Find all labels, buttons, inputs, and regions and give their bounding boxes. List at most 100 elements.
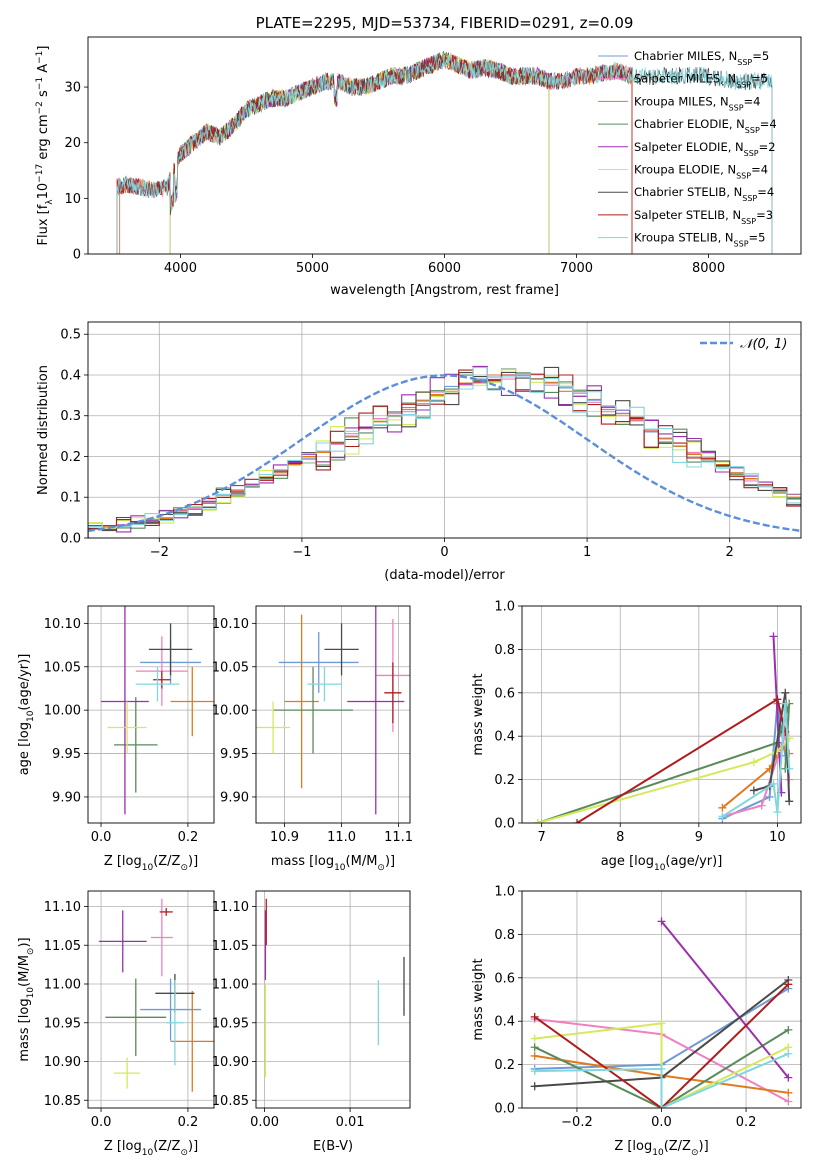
legend-entry: Kroupa STELIB, NSSP=5 [634, 231, 765, 249]
y-tick-label: 9.95 [52, 747, 81, 762]
spectrum-legend: Chabrier MILES, NSSP=5 Salpeter MILES, NS… [598, 49, 777, 248]
y-tick-label: 10.10 [212, 617, 249, 632]
y-tick-label: 0.2 [494, 1058, 515, 1073]
x-tick-label: 1 [583, 545, 591, 560]
axes-age_vs_Z: 0.0 0.2 9.90 9.95 10.00 10.05 10.10 [44, 606, 214, 845]
x-axis-label: wavelength [Angstrom, rest frame] [330, 283, 559, 298]
histogram-step [88, 367, 801, 538]
y-tick-label: 11.10 [44, 900, 81, 915]
y-tick-label: 0.4 [494, 730, 515, 745]
x-axis-label: Z [log10(Z/Z⊙)] [104, 854, 198, 873]
y-tick-label: 0.4 [60, 368, 81, 383]
y-tick-label: 9.90 [220, 790, 249, 805]
weight-marker [765, 792, 774, 801]
y-tick-label: 0.2 [60, 450, 81, 465]
weight-series-line [721, 745, 790, 809]
y-tick-label: 11.05 [212, 939, 249, 954]
weight-marker [785, 764, 794, 773]
x-tick-label: 6000 [428, 261, 461, 276]
x-tick-label: 10 [769, 830, 786, 845]
x-tick-label: 5000 [296, 261, 329, 276]
weight-marker [573, 819, 582, 823]
axes-frame-weight_vs_age [521, 605, 802, 824]
y-tick-label: 10.00 [44, 704, 81, 719]
weight-marker [533, 819, 542, 823]
y-tick-label: 0.0 [494, 1102, 515, 1117]
residual-frame [87, 321, 802, 539]
weight-marker [785, 797, 794, 806]
x-tick-label: 0.0 [91, 830, 112, 845]
chart-title: PLATE=2295, MJD=53734, FIBERID=0291, z=0… [256, 14, 634, 32]
y-tick-label: 10.00 [212, 704, 249, 719]
weight-marker [749, 758, 758, 767]
y-tick-label: 0.0 [494, 817, 515, 832]
weight-series-line [534, 1029, 789, 1108]
y-tick-label: 0 [73, 248, 81, 263]
weight-marker [530, 1012, 539, 1021]
y-tick-label: 9.90 [52, 790, 81, 805]
x-tick-label: 0.2 [178, 1115, 199, 1130]
legend-entry: Chabrier MILES, NSSP=5 [634, 49, 769, 67]
y-tick-label: 0.4 [494, 1015, 515, 1030]
y-tick-label: 10.85 [212, 1094, 249, 1109]
x-tick-label: 8 [616, 830, 624, 845]
weight-marker [657, 917, 666, 926]
y-tick-label: 11.05 [44, 939, 81, 954]
x-tick-label: 2 [726, 545, 734, 560]
weight-lines [530, 917, 793, 1108]
weight-marker [530, 1082, 539, 1091]
legend-entry: Salpeter MILES, NSSP=5 [634, 72, 768, 90]
weight-marker [657, 1019, 666, 1028]
weight-marker [718, 803, 727, 812]
y-axis-label: mass weight [471, 958, 486, 1040]
x-tick-label: 4000 [164, 261, 197, 276]
weight-marker [769, 632, 778, 641]
x-tick-label: 0.2 [736, 1115, 757, 1130]
y-tick-label: 0.6 [494, 686, 515, 701]
x-axis-label: mass [log10(M/M⊙)] [271, 854, 395, 873]
x-tick-label: 0.0 [651, 1115, 672, 1130]
x-tick-label: 0.0 [91, 1115, 112, 1130]
spectrum-series-line [116, 52, 773, 254]
y-tick-label: 0.0 [60, 532, 81, 547]
y-axis-label: Flux [fλ10−17 erg cm−2 s−1 A−1] [35, 46, 55, 246]
spectrum-frame [87, 36, 802, 255]
weight-series-line [534, 1052, 789, 1108]
x-tick-label: −0.2 [561, 1115, 593, 1130]
weight-marker [757, 801, 766, 810]
x-tick-label: 7 [538, 830, 546, 845]
x-axis-label: (data-model)/error [384, 568, 505, 583]
weight-series-line [537, 737, 790, 823]
error-bars [98, 898, 214, 1092]
legend-entry: Kroupa ELODIE, NSSP=4 [634, 163, 768, 181]
x-tick-label: 0 [440, 545, 448, 560]
y-tick-label: 1.0 [494, 600, 515, 615]
y-tick-label: 30 [64, 81, 81, 96]
y-axis-label: age [log10(age/yr)] [17, 654, 36, 776]
axes-frame-mass_vs_ebv [255, 890, 411, 1109]
y-tick-label: 11.10 [212, 900, 249, 915]
legend-entry: 𝒩(0, 1) [740, 337, 787, 352]
y-tick-label: 10.95 [212, 1016, 249, 1031]
x-tick-label: 10.9 [270, 830, 299, 845]
y-tick-label: 1.0 [494, 885, 515, 900]
x-tick-label: 7000 [560, 261, 593, 276]
x-tick-label: 0.2 [178, 830, 199, 845]
error-bars [264, 898, 405, 1077]
axes-age_vs_mass: 10.9 11.0 11.1 9.90 9.95 10.00 10.05 10.10 [212, 606, 413, 845]
y-axis-label: mass [log10(M/M⊙)] [17, 937, 36, 1061]
y-tick-label: 10 [64, 192, 81, 207]
weight-marker [657, 1064, 666, 1073]
legend-entry: Chabrier ELODIE, NSSP=4 [634, 117, 777, 135]
weight-marker [784, 1025, 793, 1034]
weight-marker [784, 1088, 793, 1097]
y-tick-label: 10.10 [44, 617, 81, 632]
spectrum-lines [116, 50, 773, 254]
weight-marker [773, 695, 782, 704]
x-axis-label: Z [log10(Z/Z⊙)] [614, 1139, 708, 1158]
y-tick-label: 10.90 [44, 1055, 81, 1070]
error-bars [101, 606, 214, 815]
legend-entry: Chabrier STELIB, NSSP=4 [634, 185, 774, 203]
weight-marker [530, 1067, 539, 1076]
